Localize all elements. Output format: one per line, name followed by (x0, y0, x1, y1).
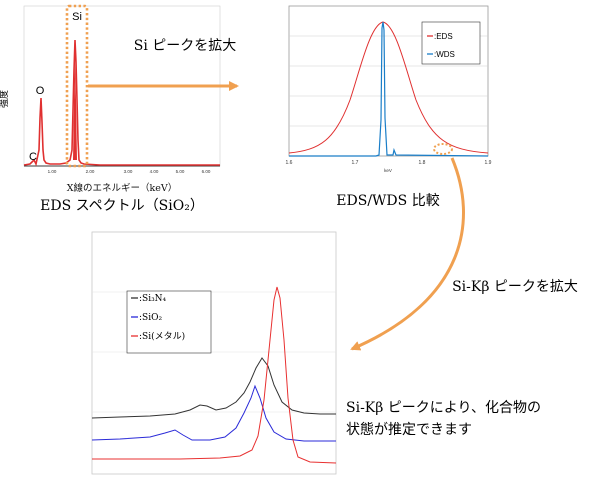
eds-xtick: 4.00 (150, 169, 159, 174)
legend-label-eds: :EDS (434, 32, 453, 41)
kbeta-highlight-ellipse (433, 143, 453, 155)
eds-xtick: 5.00 (176, 169, 185, 174)
comparison-xtick: 1.7 (352, 160, 359, 166)
comparison-xlabel: keV (384, 168, 392, 173)
wds-curve (289, 21, 489, 157)
si-peak-highlight-box (65, 4, 89, 168)
comparison-gridlines (289, 35, 488, 127)
sio2-curve (91, 384, 336, 442)
eds-si-peak-fill (73, 58, 77, 160)
peak-label-o: O (36, 85, 45, 97)
eds-wds-comparison-panel: 1.6 1.7 1.8 1.9 keV :EDS :WDS EDS/WDS 比較 (286, 5, 492, 209)
comparison-legend (421, 21, 481, 65)
eds-xtick: 3.00 (124, 169, 133, 174)
conclusion-line-1: Si-Kβ ピークにより、化合物の (346, 400, 541, 416)
conclusion-line-2: 状態が推定できます (346, 422, 472, 438)
comparison-xtick: 1.8 (419, 160, 426, 166)
eds-xtick: 6.00 (202, 169, 211, 174)
eds-ylabel: 強度 (0, 90, 9, 108)
comparison-xtick: 1.6 (286, 160, 293, 166)
eds-xtick: 2.00 (86, 169, 95, 174)
comparison-xtick: 1.9 (485, 160, 492, 166)
peak-label-si: Si (72, 11, 82, 23)
arrow-to-kbeta (350, 157, 465, 351)
comparison-caption: EDS/WDS 比較 (336, 193, 439, 209)
si-metal-curve (92, 286, 337, 464)
eds-xtick: 1.00 (48, 169, 57, 174)
kbeta-chart-panel: :Si₃N₄ :SiO₂ :Si(メタル) (91, 231, 337, 475)
arrow2-label: Si-Kβ ピークを拡大 (452, 279, 578, 295)
legend-label-wds: :WDS (434, 50, 455, 59)
eds-xlabel: X線のエネルギー（keV） (67, 182, 178, 194)
eds-caption: EDS スペクトル（SiO₂） (40, 198, 204, 214)
kbeta-legend (126, 290, 212, 354)
legend-label-si-metal: :Si(メタル) (139, 331, 185, 342)
legend-label-si3n4: :Si₃N₄ (139, 294, 167, 304)
legend-label-sio2: :SiO₂ (139, 313, 162, 323)
arrow1-label: Si ピークを拡大 (134, 38, 237, 54)
peak-label-c: C (29, 151, 37, 163)
